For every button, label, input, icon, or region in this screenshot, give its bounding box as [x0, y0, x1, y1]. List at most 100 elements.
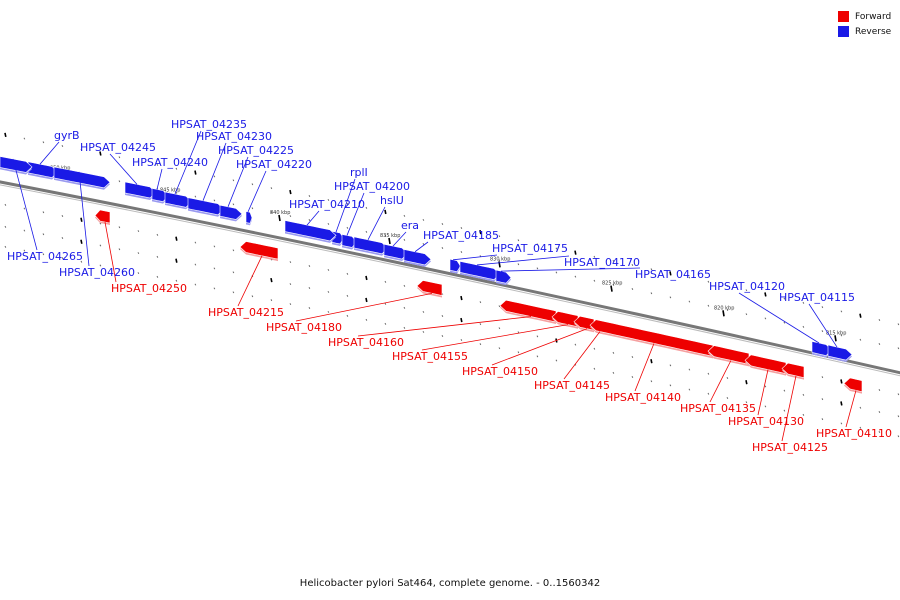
tick-label: 815 kbp: [826, 330, 846, 336]
lane-tick: [80, 148, 83, 151]
gene-features[interactable]: [0, 156, 863, 394]
lane-tick: [42, 141, 45, 144]
lane-tick: [745, 313, 748, 316]
coordinate-tick: [498, 261, 501, 268]
lane-tick: [308, 307, 311, 309]
lane-tick: [897, 435, 900, 438]
lane-tick: [327, 198, 330, 201]
gene-feature-hpsat_04110[interactable]: [843, 377, 863, 393]
lane-tick: [23, 207, 26, 210]
lane-tick: [802, 325, 805, 328]
lane-tick: [593, 367, 596, 370]
label-leader: [109, 153, 138, 185]
strand-legend: Forward Reverse: [838, 9, 891, 39]
lane-tick: [688, 388, 691, 391]
lane-tick: [213, 199, 216, 202]
label-leader: [634, 343, 655, 392]
lane-tick: [707, 392, 710, 395]
lane-tick: [783, 389, 786, 392]
label-leader: [781, 375, 797, 442]
gene-feature-hpsat_04210[interactable]: [284, 220, 337, 242]
gene-feature-hpsat_04265[interactable]: [0, 156, 33, 173]
lane-tick: [878, 411, 881, 413]
legend-label-reverse: Reverse: [855, 26, 892, 37]
genome-backbone-shadow: [0, 184, 900, 377]
lane-tick: [593, 347, 596, 350]
label-leader: [78, 171, 90, 267]
lane-tick: [574, 343, 577, 346]
gene-feature-hpsat_04230[interactable]: [187, 197, 225, 216]
gene-feature-hpsat_04140[interactable]: [589, 319, 714, 357]
gene-label: HPSAT_04140: [605, 391, 681, 404]
lane-tick: [289, 189, 292, 195]
lane-tick: [859, 426, 862, 429]
lane-tick: [840, 401, 843, 406]
genome-caption: Helicobacter pylori Sat464, complete gen…: [299, 578, 601, 589]
gene-label: HPSAT_04175: [492, 242, 568, 255]
lane-tick: [232, 203, 235, 206]
lane-tick: [194, 195, 197, 198]
lane-tick: [118, 156, 121, 159]
gene-feature-hpsat_04180[interactable]: [416, 280, 443, 296]
label-leader: [738, 292, 820, 344]
lane-tick: [213, 175, 216, 178]
gene-feature-hpsat_04215[interactable]: [239, 241, 279, 260]
lane-tick: [61, 257, 64, 259]
lane-tick: [821, 306, 824, 309]
gene-feature-hpsat_04225[interactable]: [219, 204, 243, 220]
lane-tick: [308, 219, 311, 221]
label-leader: [500, 267, 641, 272]
lane-tick: [688, 300, 691, 303]
gene-feature-hpsat_04250[interactable]: [94, 209, 111, 224]
label-leaders: [12, 130, 857, 442]
gene-feature-hpsat_04220[interactable]: [245, 211, 253, 224]
gene-feature-hpsat_04260[interactable]: [53, 166, 111, 189]
gene-feature-hpsat_04115[interactable]: [827, 344, 853, 361]
lane-tick: [384, 280, 387, 283]
lane-tick: [802, 301, 805, 304]
tick-label: 835 kbp: [380, 233, 400, 239]
lane-tick: [555, 271, 558, 274]
gene-label: HPSAT_04245: [80, 141, 156, 154]
gene-label: HPSAT_04260: [59, 266, 135, 279]
lane-tick: [194, 263, 197, 266]
lane-tick: [42, 233, 45, 236]
lane-tick: [897, 347, 900, 350]
lane-tick: [251, 295, 254, 298]
lane-tick: [460, 339, 463, 342]
lane-tick: [137, 160, 140, 163]
lane-tick: [156, 275, 159, 278]
genome-backbone: [0, 180, 900, 375]
gene-feature-hslu[interactable]: [353, 236, 389, 255]
lane-tick: [137, 230, 140, 233]
lane-tick: [688, 276, 691, 279]
lane-tick: [593, 255, 596, 258]
label-leader: [757, 369, 769, 416]
lane-tick: [175, 279, 178, 282]
label-leader: [202, 142, 227, 201]
lane-tick: [384, 302, 387, 305]
lane-tick: [365, 318, 368, 321]
lane-tick: [764, 317, 767, 320]
lane-tick: [422, 242, 425, 245]
lane-tick: [403, 214, 406, 217]
lane-tick: [289, 303, 292, 306]
lane-tick: [726, 396, 729, 399]
gene-feature-hpsat_04165[interactable]: [495, 269, 512, 284]
label-leader: [39, 141, 60, 165]
gene-feature-hpsat_04185[interactable]: [403, 249, 432, 266]
lane-tick: [118, 226, 121, 229]
lane-tick: [574, 275, 577, 278]
gene-feature-hpsat_04125[interactable]: [781, 362, 805, 379]
lane-tick: [669, 384, 672, 387]
label-leader: [237, 255, 263, 307]
lane-tick: [612, 259, 615, 262]
lane-tick: [23, 249, 26, 252]
legend-item-forward: Forward: [838, 9, 891, 24]
gene-label: HPSAT_04165: [635, 268, 711, 281]
lane-tick: [42, 211, 45, 214]
lane-tick: [574, 250, 577, 255]
lane-tick: [80, 239, 83, 244]
lane-tick: [536, 335, 539, 338]
lane-tick: [707, 280, 710, 283]
